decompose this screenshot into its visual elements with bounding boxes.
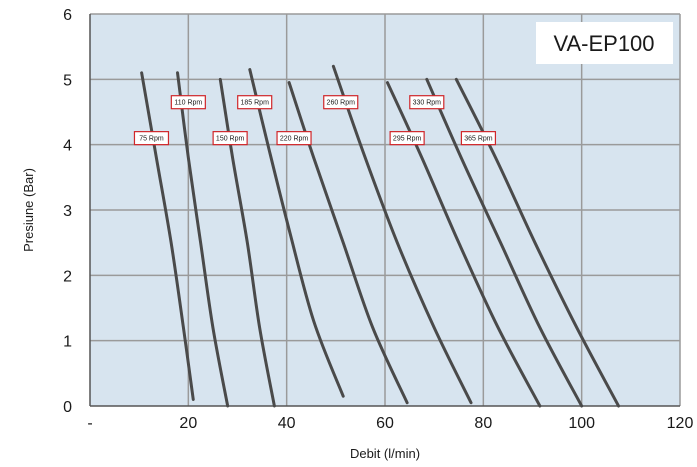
rpm-label: 185 Rpm [241, 100, 270, 107]
rpm-curve [248, 68, 345, 398]
rpm-curve [176, 71, 230, 408]
x-tick-label: - [87, 415, 92, 432]
rpm-label-box [389, 131, 425, 146]
rpm-label-box [237, 95, 273, 110]
rpm-label: 330 Rpm [413, 100, 442, 107]
model-label-box: VA-EP100 [536, 22, 673, 64]
rpm-label-box [276, 131, 312, 146]
y-tick-label: 2 [63, 268, 72, 285]
rpm-labels: 75 Rpm 110 Rpm 150 Rpm 185 Rpm 220 Rpm 260 Rp… [133, 95, 497, 146]
rpm-label-box [212, 131, 248, 146]
rpm-label: 295 Rpm [393, 136, 422, 143]
y-axis-title: Presiune (Bar) [21, 168, 36, 252]
x-tick-label: 40 [278, 415, 296, 432]
rpm-label-box [460, 131, 497, 146]
rpm-label-box [409, 95, 445, 110]
rpm-curve [331, 64, 473, 405]
x-tick-label: 20 [179, 415, 197, 432]
rpm-label-box [133, 131, 170, 146]
rpm-label-box [170, 95, 206, 110]
y-tick-label: 6 [63, 7, 72, 24]
rpm-label: 75 Rpm [139, 136, 164, 143]
rpm-label-box [323, 95, 359, 110]
x-tick-label: 60 [376, 415, 394, 432]
y-tick-label: 0 [63, 399, 72, 416]
model-label-background [536, 22, 673, 64]
y-tick-label: 4 [63, 138, 72, 155]
y-tick-label: 1 [63, 334, 72, 351]
rpm-curve [425, 77, 584, 408]
y-tick-label: 3 [63, 203, 72, 220]
x-axis-title: Debit (l/min) [350, 446, 420, 461]
chart-title: VA-EP100 [553, 31, 654, 56]
x-tick-label: 80 [474, 415, 492, 432]
rpm-label: 365 Rpm [464, 136, 493, 143]
rpm-label: 220 Rpm [280, 136, 309, 143]
rpm-curve [140, 71, 195, 401]
rpm-label: 150 Rpm [216, 136, 245, 143]
x-tick-label: 120 [667, 415, 694, 432]
x-tick-label: 100 [568, 415, 595, 432]
rpm-label: 260 Rpm [327, 100, 356, 107]
y-tick-label: 5 [63, 72, 72, 89]
rpm-label: 110 Rpm [174, 100, 202, 107]
